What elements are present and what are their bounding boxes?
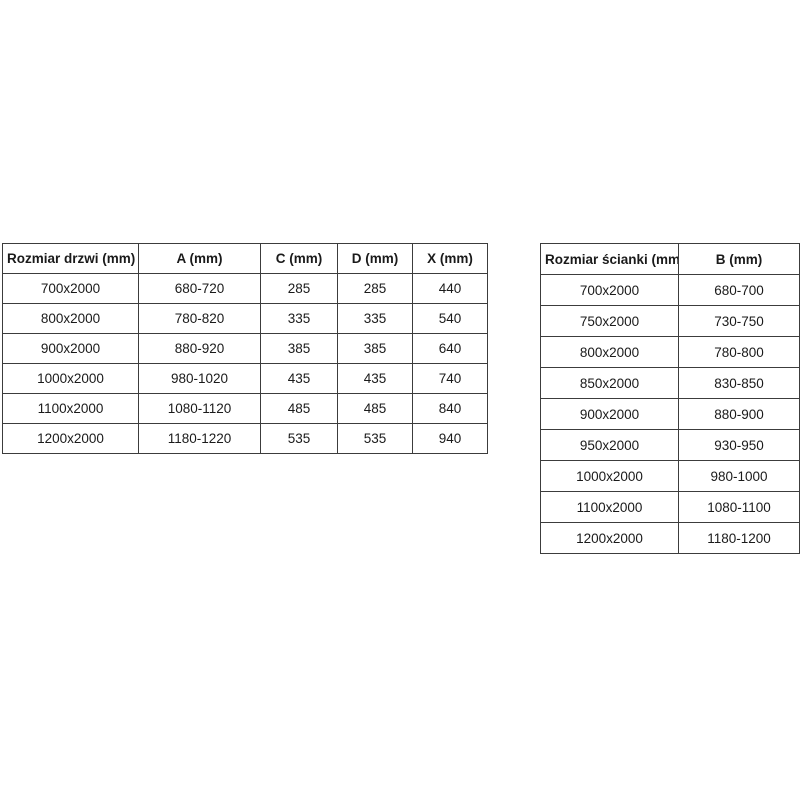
table-cell: 1100x2000 xyxy=(2,393,139,424)
table-cell: 980-1020 xyxy=(138,363,261,394)
door-sizes-table: Rozmiar drzwi (mm) A (mm) C (mm) D (mm) X (m… xyxy=(2,243,488,454)
table-row: 1000x2000 980-1020 435 435 740 xyxy=(2,363,488,394)
table-cell: 700x2000 xyxy=(540,274,679,306)
table-cell: 800x2000 xyxy=(2,303,139,334)
table-row: 950x2000 930-950 xyxy=(540,429,800,461)
table-cell: 535 xyxy=(337,423,413,454)
table-row: 900x2000 880-900 xyxy=(540,398,800,430)
table-cell: 900x2000 xyxy=(2,333,139,364)
column-header: X (mm) xyxy=(412,243,488,274)
column-header: B (mm) xyxy=(678,243,800,275)
table-cell: 1200x2000 xyxy=(540,522,679,554)
table-cell: 980-1000 xyxy=(678,460,800,492)
table-cell: 440 xyxy=(412,273,488,304)
table-cell: 335 xyxy=(337,303,413,334)
table-row: 1100x2000 1080-1120 485 485 840 xyxy=(2,393,488,424)
table-row: 700x2000 680-720 285 285 440 xyxy=(2,273,488,304)
table-cell: 285 xyxy=(337,273,413,304)
wall-sizes-table: Rozmiar ścianki (mm) B (mm) 700x2000 680-70… xyxy=(540,243,800,554)
table-cell: 780-820 xyxy=(138,303,261,334)
table-cell: 950x2000 xyxy=(540,429,679,461)
table-row: 1000x2000 980-1000 xyxy=(540,460,800,492)
table-cell: 535 xyxy=(260,423,338,454)
column-header: Rozmiar drzwi (mm) xyxy=(2,243,139,274)
table-cell: 485 xyxy=(337,393,413,424)
table-cell: 1200x2000 xyxy=(2,423,139,454)
table-cell: 1000x2000 xyxy=(540,460,679,492)
table-cell: 540 xyxy=(412,303,488,334)
table-cell: 750x2000 xyxy=(540,305,679,337)
table-cell: 900x2000 xyxy=(540,398,679,430)
column-header: D (mm) xyxy=(337,243,413,274)
column-header: A (mm) xyxy=(138,243,261,274)
header-row: Rozmiar drzwi (mm) A (mm) C (mm) D (mm) X (m… xyxy=(2,243,488,274)
column-header: Rozmiar ścianki (mm) xyxy=(540,243,679,275)
table-row: 800x2000 780-820 335 335 540 xyxy=(2,303,488,334)
table-cell: 730-750 xyxy=(678,305,800,337)
table-cell: 1100x2000 xyxy=(540,491,679,523)
table-cell: 1180-1200 xyxy=(678,522,800,554)
table-cell: 1080-1120 xyxy=(138,393,261,424)
table-cell: 1180-1220 xyxy=(138,423,261,454)
table-cell: 850x2000 xyxy=(540,367,679,399)
table-cell: 385 xyxy=(337,333,413,364)
table-row: 1200x2000 1180-1220 535 535 940 xyxy=(2,423,488,454)
header-row: Rozmiar ścianki (mm) B (mm) xyxy=(540,243,800,275)
table-cell: 335 xyxy=(260,303,338,334)
table-row: 750x2000 730-750 xyxy=(540,305,800,337)
column-header: C (mm) xyxy=(260,243,338,274)
table-row: 900x2000 880-920 385 385 640 xyxy=(2,333,488,364)
table-cell: 880-900 xyxy=(678,398,800,430)
table-cell: 435 xyxy=(260,363,338,394)
table-cell: 1000x2000 xyxy=(2,363,139,394)
table-cell: 840 xyxy=(412,393,488,424)
table-cell: 880-920 xyxy=(138,333,261,364)
table-cell: 830-850 xyxy=(678,367,800,399)
table-row: 850x2000 830-850 xyxy=(540,367,800,399)
table-row: 700x2000 680-700 xyxy=(540,274,800,306)
table-cell: 930-950 xyxy=(678,429,800,461)
table-row: 1100x2000 1080-1100 xyxy=(540,491,800,523)
table-cell: 800x2000 xyxy=(540,336,679,368)
table-row: 1200x2000 1180-1200 xyxy=(540,522,800,554)
table-cell: 435 xyxy=(337,363,413,394)
table-cell: 740 xyxy=(412,363,488,394)
table-cell: 485 xyxy=(260,393,338,424)
table-cell: 680-700 xyxy=(678,274,800,306)
table-row: 800x2000 780-800 xyxy=(540,336,800,368)
table-cell: 680-720 xyxy=(138,273,261,304)
table-cell: 385 xyxy=(260,333,338,364)
table-cell: 940 xyxy=(412,423,488,454)
table-cell: 700x2000 xyxy=(2,273,139,304)
table-cell: 780-800 xyxy=(678,336,800,368)
table-cell: 1080-1100 xyxy=(678,491,800,523)
table-cell: 285 xyxy=(260,273,338,304)
table-cell: 640 xyxy=(412,333,488,364)
